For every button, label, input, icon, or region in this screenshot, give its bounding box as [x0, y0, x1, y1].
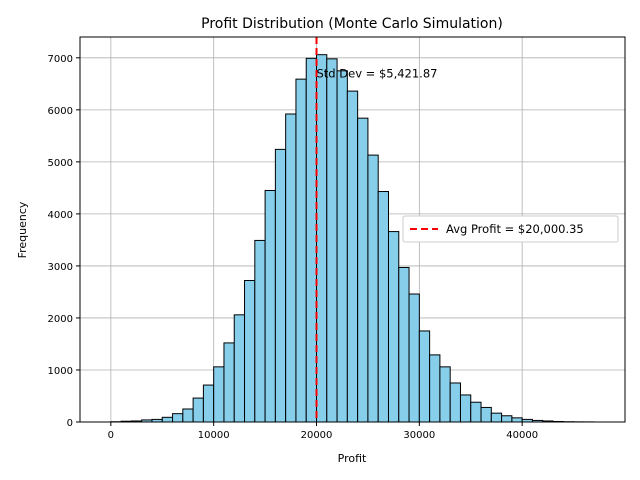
histogram-bar	[357, 117, 369, 423]
histogram-bar	[285, 113, 297, 423]
y-tick-label: 1000	[48, 366, 73, 377]
y-tick-label: 6000	[48, 106, 73, 117]
histogram-bar	[449, 382, 461, 423]
histogram-bar	[326, 58, 338, 423]
x-axis-ticks: 0 10000 20000 30000 40000	[108, 422, 538, 441]
plot-frame	[79, 36, 626, 423]
histogram-bar	[213, 366, 225, 423]
x-tick-label: 10000	[198, 430, 230, 441]
histogram-bar	[305, 57, 318, 423]
histogram-bar	[398, 266, 410, 423]
y-tick-label: 5000	[48, 158, 73, 169]
x-tick-label: 30000	[403, 430, 435, 441]
x-axis-label: Profit	[338, 452, 367, 465]
histogram-bar	[274, 148, 287, 423]
histogram-bar	[244, 279, 256, 423]
legend-box	[402, 215, 619, 243]
histogram-bar	[511, 417, 523, 423]
histogram-bar	[161, 416, 174, 423]
y-tick-label: 4000	[48, 210, 73, 221]
histogram-bar	[429, 354, 441, 423]
y-tick-label: 7000	[48, 54, 73, 65]
histogram-bar	[192, 397, 204, 423]
histogram-bar	[202, 384, 215, 423]
legend-label: Avg Profit = $20,000.35	[446, 222, 584, 236]
legend: Avg Profit = $20,000.35	[402, 215, 619, 243]
histogram-bar	[418, 330, 431, 423]
y-tick-label: 0	[67, 418, 73, 429]
histogram-bars	[110, 54, 595, 423]
y-axis-label: Frequency	[16, 201, 29, 258]
histogram-bar	[336, 70, 348, 423]
histogram-bar	[377, 191, 389, 423]
histogram-bar	[182, 408, 194, 423]
histogram-bar	[439, 366, 451, 423]
histogram-bar	[470, 401, 482, 423]
histogram-bar	[223, 342, 235, 423]
chart-title: Profit Distribution (Monte Carlo Simulat…	[201, 16, 503, 32]
x-tick-label: 40000	[506, 430, 538, 441]
histogram-bar	[264, 189, 276, 423]
histogram-bar	[501, 415, 513, 423]
y-axis-ticks: 0 1000 2000 3000 4000 5000 6000 7000	[48, 54, 80, 429]
histogram-bar	[367, 154, 379, 423]
histogram-bar	[316, 54, 328, 423]
y-tick-label: 2000	[48, 314, 73, 325]
histogram-bar	[254, 239, 266, 423]
histogram-bar	[459, 394, 472, 423]
histogram-bar	[387, 231, 400, 423]
std-dev-annotation: Std Dev = $5,421.87	[317, 66, 438, 80]
histogram-bar	[295, 78, 307, 423]
y-tick-label: 3000	[48, 262, 73, 273]
histogram-bar	[172, 413, 184, 423]
histogram-bar	[408, 293, 420, 423]
x-tick-label: 0	[108, 430, 114, 441]
histogram-bar	[346, 90, 359, 423]
histogram-bar	[490, 412, 503, 423]
x-tick-label: 20000	[301, 430, 333, 441]
histogram-bar	[480, 406, 492, 423]
histogram-bar	[233, 314, 246, 423]
